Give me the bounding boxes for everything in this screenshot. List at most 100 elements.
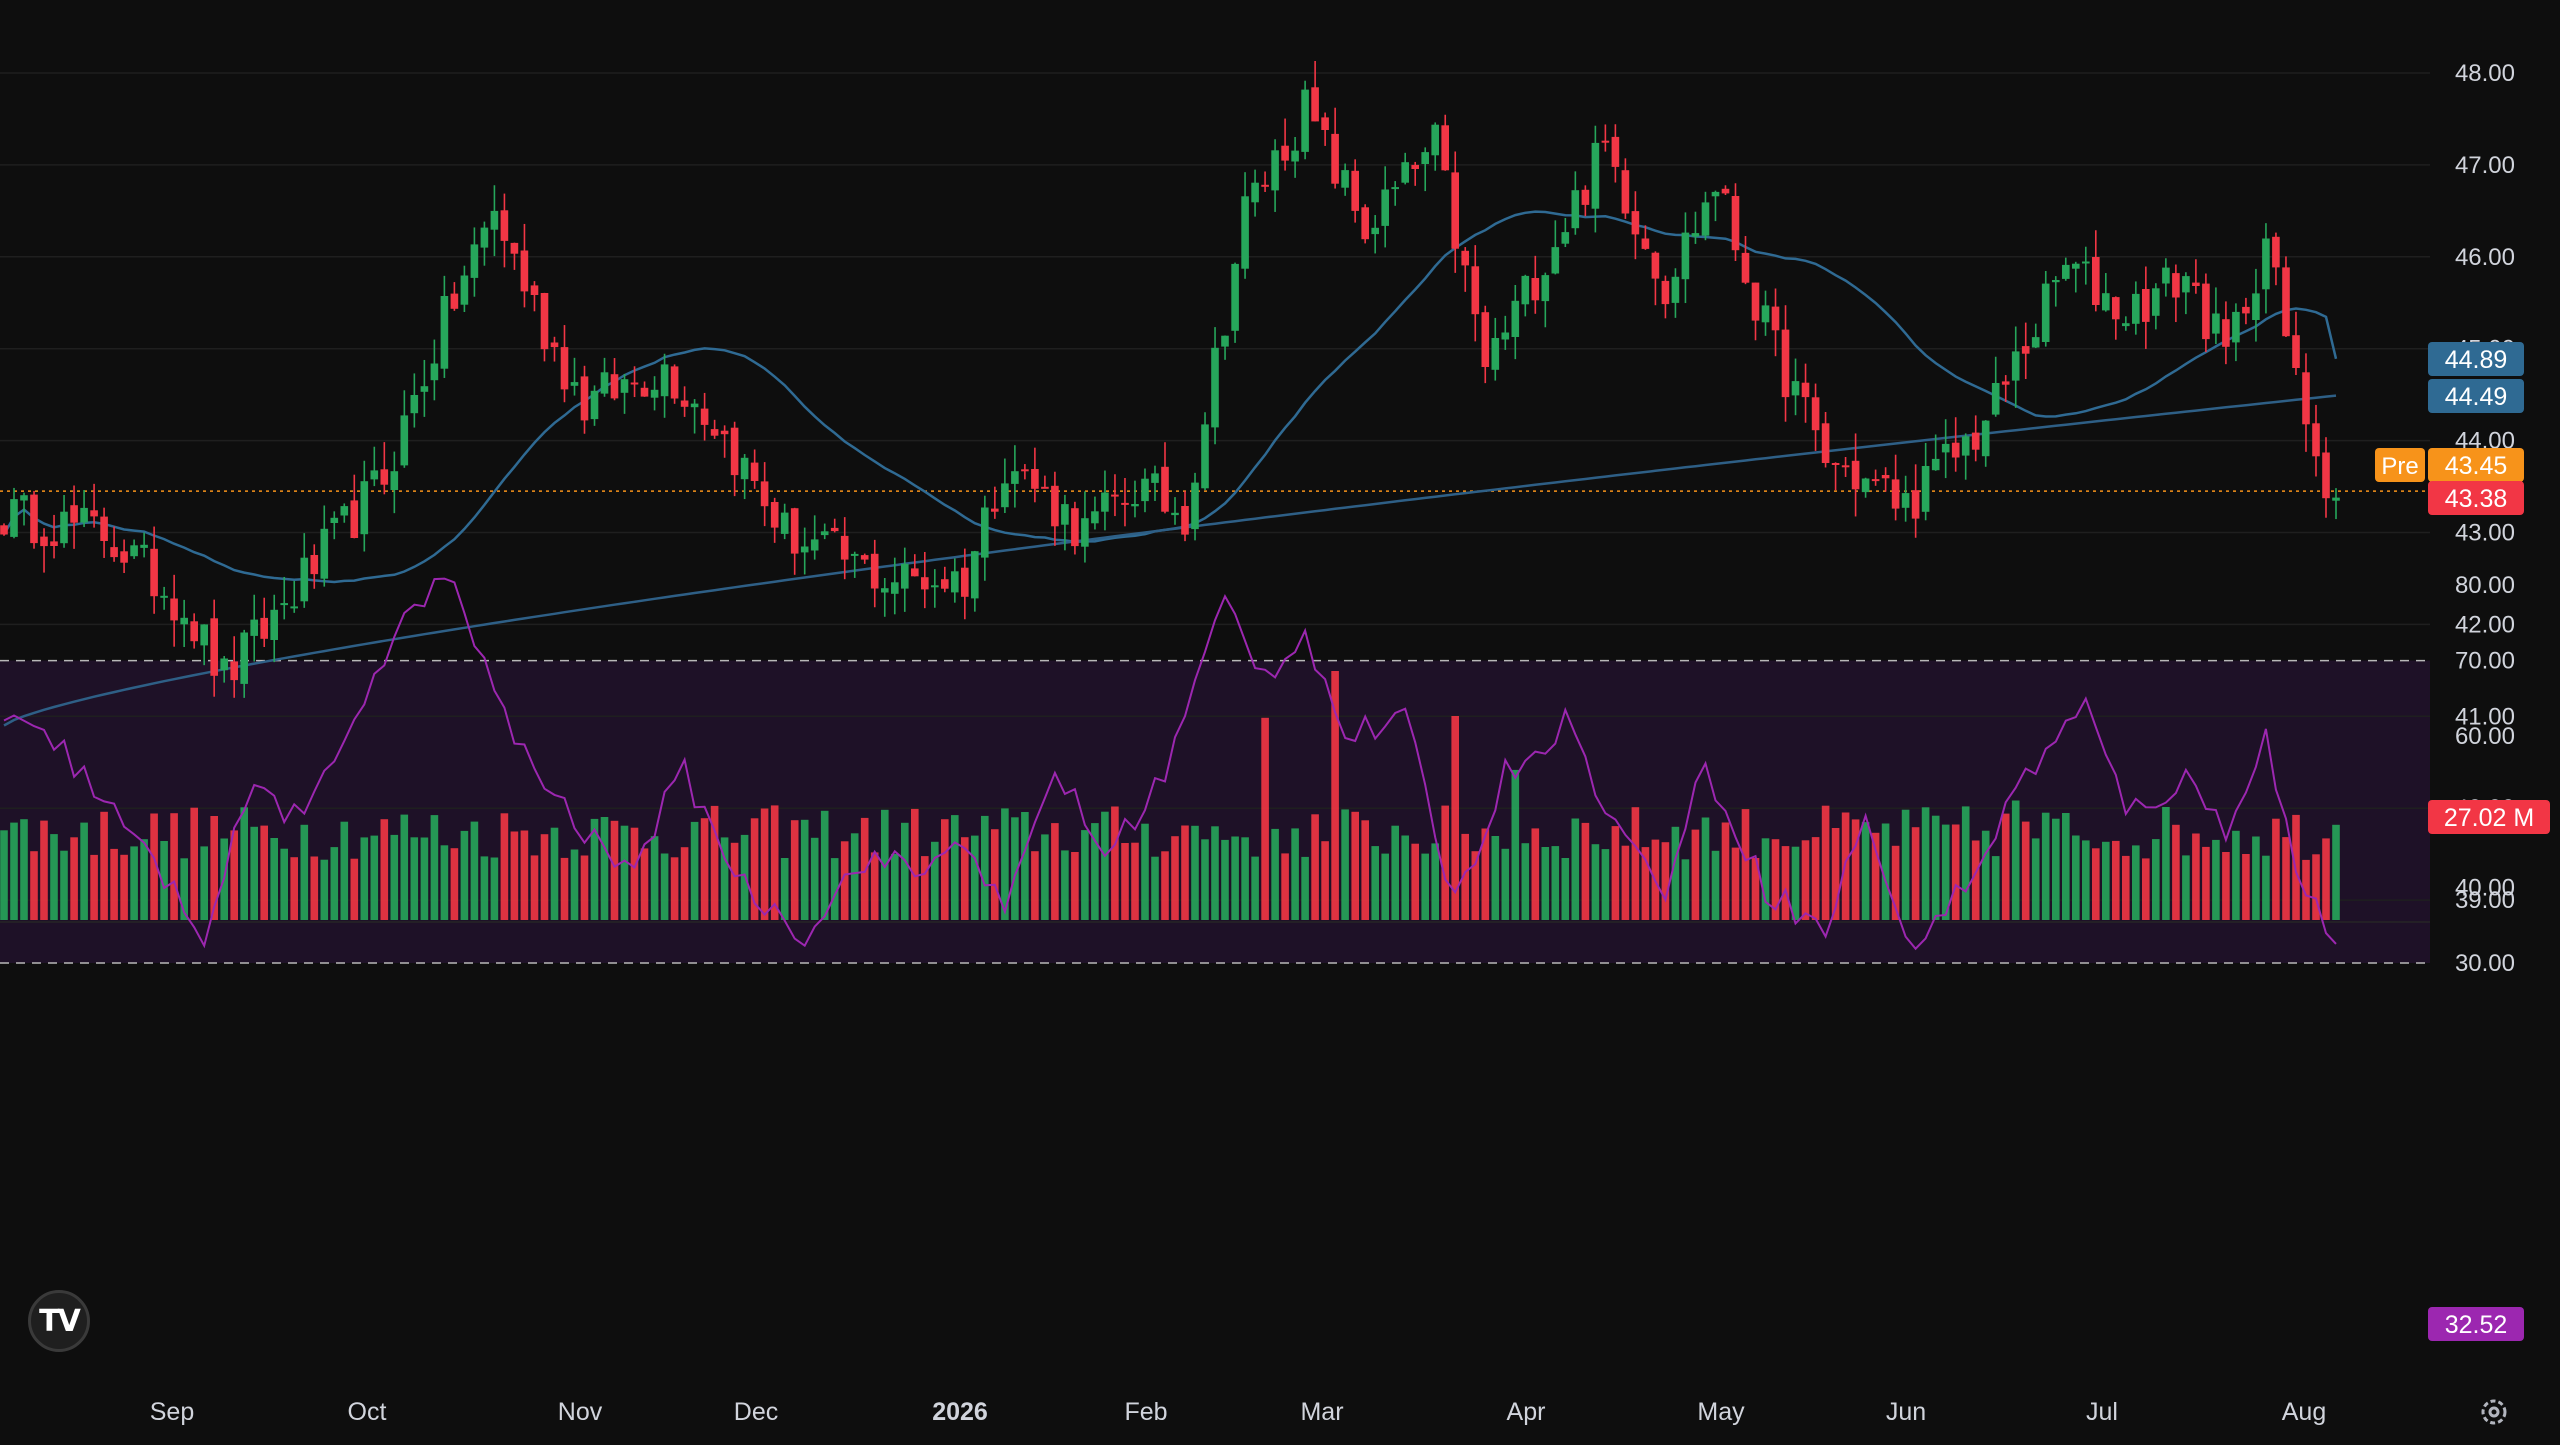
- volume-bar: [630, 827, 639, 920]
- candle-body: [660, 364, 669, 397]
- candle-body: [1591, 142, 1600, 209]
- candle-body: [1021, 469, 1029, 472]
- candle-body: [1541, 275, 1550, 302]
- volume-bar: [1591, 844, 1600, 920]
- candle-body: [790, 508, 799, 554]
- candle-body: [470, 244, 479, 278]
- candle-body: [1761, 305, 1770, 323]
- volume-bar: [2052, 818, 2060, 920]
- volume-bar: [2142, 858, 2150, 920]
- candle-body: [901, 563, 909, 589]
- candle-body: [2332, 497, 2340, 501]
- volume-bar: [360, 837, 369, 920]
- candle-body: [1171, 512, 1179, 516]
- candle-body: [1911, 490, 1920, 519]
- volume-bar: [690, 821, 699, 920]
- volume-bar: [750, 818, 759, 920]
- volume-bar: [1171, 836, 1179, 920]
- volume-bar: [770, 805, 779, 920]
- candle-body: [1181, 506, 1189, 535]
- candle-body: [770, 502, 779, 528]
- candle-body: [1901, 493, 1910, 508]
- volume-bar: [480, 856, 489, 920]
- volume-bar: [1381, 853, 1389, 920]
- volume-bar: [710, 805, 719, 920]
- candle-body: [560, 347, 569, 390]
- candle-body: [1341, 170, 1349, 188]
- volume-bar: [510, 831, 519, 920]
- volume-bar: [1921, 807, 1930, 920]
- volume-bar: [560, 857, 569, 920]
- volume-bar: [1301, 856, 1309, 920]
- ma-slow-badge-bg: [2428, 379, 2524, 413]
- price-tick-label: 42.00: [2455, 611, 2515, 638]
- volume-bar: [280, 848, 288, 920]
- volume-bar: [1531, 828, 1540, 920]
- candle-body: [1411, 164, 1419, 169]
- candle-body: [700, 408, 709, 425]
- volume-bar: [1331, 671, 1339, 920]
- volume-bar: [240, 807, 248, 920]
- candle-body: [971, 551, 979, 599]
- volume-bar: [90, 854, 98, 920]
- volume-bar: [1641, 847, 1650, 920]
- candle-body: [1621, 170, 1630, 214]
- volume-bar: [590, 818, 599, 920]
- candle-body: [1821, 423, 1830, 463]
- volume-bar: [891, 853, 899, 920]
- volume-bar: [2182, 855, 2190, 920]
- candle-body: [120, 551, 128, 563]
- volume-bar: [830, 858, 839, 920]
- candle-body: [2242, 306, 2250, 314]
- candle-body: [2162, 267, 2170, 284]
- candle-body: [290, 606, 298, 609]
- volume-bar: [1741, 809, 1750, 920]
- volume-bar: [1481, 828, 1490, 920]
- candle-body: [1121, 502, 1129, 505]
- price-tick-label: 39.00: [2455, 887, 2515, 914]
- volume-bar: [1871, 832, 1880, 920]
- volume-bar: [1071, 852, 1079, 920]
- volume-bar: [1291, 828, 1299, 920]
- candle-body: [570, 382, 579, 386]
- candle-body: [270, 609, 278, 640]
- candle-body: [951, 571, 959, 593]
- volume-bar: [290, 857, 298, 920]
- candle-body: [1681, 232, 1690, 280]
- volume-bar: [80, 822, 88, 920]
- time-axis-label: Jun: [1886, 1398, 1926, 1426]
- settings-gear-icon[interactable]: [2476, 1394, 2512, 1430]
- rsi-series-line: [3, 577, 2337, 951]
- candle-body: [1691, 233, 1700, 237]
- ma-slow-badge-label: 44.49: [2445, 383, 2508, 411]
- candle-body: [1431, 124, 1439, 156]
- candle-body: [2122, 323, 2130, 327]
- volume-bar: [760, 808, 769, 920]
- candle-body: [1991, 383, 2000, 415]
- volume-bar: [2212, 839, 2220, 920]
- candle-body: [1801, 382, 1810, 398]
- volume-bar: [1221, 839, 1229, 920]
- volume-bar: [1101, 811, 1109, 920]
- volume-bar: [971, 835, 979, 920]
- time-axis-label: Oct: [348, 1398, 387, 1426]
- volume-bar: [1761, 838, 1770, 920]
- time-axis-label: Jul: [2086, 1398, 2118, 1426]
- candle-body: [2001, 381, 2010, 385]
- candle-body: [740, 457, 749, 480]
- candle-body: [1031, 469, 1039, 489]
- volume-bar: [2312, 854, 2320, 920]
- volume-bar: [1751, 858, 1760, 920]
- candle-body: [2031, 337, 2040, 348]
- volume-bar: [1901, 809, 1910, 920]
- time-axis[interactable]: Sep Oct Nov Dec 2026 Feb Mar Apr May Jun Jul Aug: [150, 1398, 2326, 1426]
- candle-body: [1131, 504, 1139, 507]
- tradingview-logo[interactable]: TV: [28, 1290, 90, 1352]
- candle-body: [1101, 492, 1109, 512]
- volume-bar: [1551, 846, 1560, 920]
- candle-body: [1251, 182, 1259, 203]
- candle-body: [1781, 329, 1790, 398]
- candle-body: [800, 546, 809, 553]
